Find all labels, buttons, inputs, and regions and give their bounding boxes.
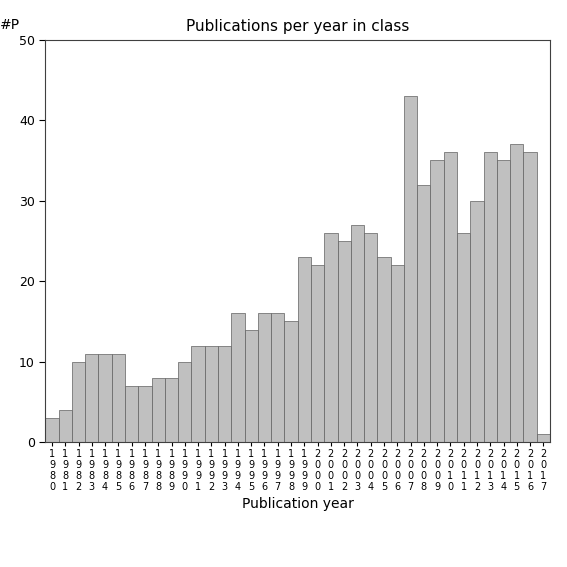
Bar [470,201,484,442]
Y-axis label: #P: #P [0,18,20,32]
Bar [484,153,497,442]
Bar [192,346,205,442]
Bar [510,145,523,442]
Bar [99,354,112,442]
Bar [404,96,417,442]
Bar [351,225,364,442]
Bar [45,418,58,442]
X-axis label: Publication year: Publication year [242,497,354,511]
Bar [165,378,178,442]
Bar [285,321,298,442]
Bar [205,346,218,442]
Bar [258,314,271,442]
Bar [337,241,351,442]
Bar [138,386,151,442]
Bar [523,153,537,442]
Bar [444,153,457,442]
Bar [537,434,550,442]
Bar [151,378,165,442]
Bar [231,314,244,442]
Bar [72,362,85,442]
Bar [497,160,510,442]
Bar [112,354,125,442]
Bar [378,257,391,442]
Bar [391,265,404,442]
Bar [218,346,231,442]
Bar [457,233,470,442]
Bar [417,185,430,442]
Bar [364,233,378,442]
Bar [298,257,311,442]
Bar [85,354,99,442]
Bar [244,329,258,442]
Title: Publications per year in class: Publications per year in class [186,19,409,35]
Bar [178,362,192,442]
Bar [324,233,337,442]
Bar [271,314,285,442]
Bar [430,160,444,442]
Bar [311,265,324,442]
Bar [58,410,72,442]
Bar [125,386,138,442]
